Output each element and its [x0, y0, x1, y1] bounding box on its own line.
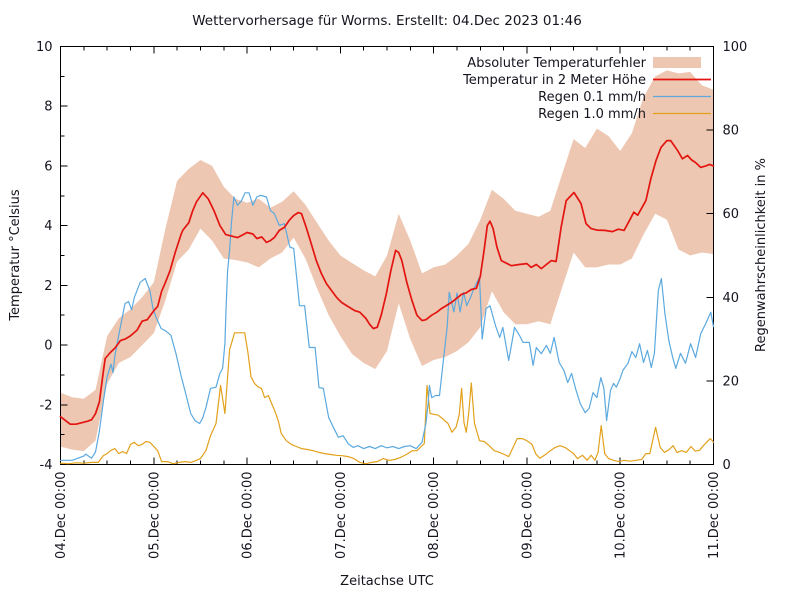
- y2-axis-tick-label: 100: [723, 40, 748, 55]
- y2-axis-tick-label: 80: [723, 124, 740, 139]
- y-axis-tick-label: -4: [40, 458, 53, 473]
- error-band-polygon: [60, 70, 714, 452]
- x-axis-tick-label: 05.Dec 00:00: [147, 472, 162, 559]
- chart-title: Wettervorhersage für Worms. Erstellt: 04…: [192, 13, 582, 29]
- legend-label-temperature: Temperatur in 2 Meter Höhe: [462, 73, 646, 88]
- chart-legend: Absoluter Temperaturfehler Temperatur in…: [462, 56, 711, 122]
- legend-swatch-error-band: [653, 57, 701, 68]
- legend-label-rain-10: Regen 1.0 mm/h: [538, 107, 646, 122]
- y-axis-label: Temperatur °Celsius: [8, 189, 23, 322]
- legend-label-rain-01: Regen 0.1 mm/h: [538, 90, 646, 105]
- rain-01-line: [59, 192, 715, 461]
- y-axis-tick-label: 2: [44, 279, 52, 294]
- legend-label-error-band: Absoluter Temperaturfehler: [467, 56, 646, 71]
- error-band-area: [60, 70, 714, 452]
- x-axis-tick-label: 04.Dec 00:00: [54, 472, 69, 559]
- temperature-line: [59, 139, 715, 426]
- y-axis-tick-label: 8: [44, 100, 52, 115]
- x-axis-tick-label: 10.Dec 00:00: [614, 472, 629, 559]
- y-axis-tick-label: 6: [44, 159, 52, 174]
- x-axis-tick-label: 11.Dec 00:00: [707, 472, 722, 559]
- y-axis-tick-label: 4: [44, 219, 52, 234]
- x-axis-label: Zeitachse UTC: [340, 574, 434, 589]
- y2-axis-tick-label: 0: [723, 458, 731, 473]
- y2-axis-tick-label: 60: [723, 207, 740, 222]
- y2-axis-tick-label: 20: [723, 374, 740, 389]
- x-axis-tick-label: 06.Dec 00:00: [241, 472, 256, 559]
- x-axis-tick-label: 09.Dec 00:00: [520, 472, 535, 559]
- rain-10-line: [59, 332, 715, 465]
- y-axis-tick-label: -2: [40, 398, 53, 413]
- x-axis-tick-label: 07.Dec 00:00: [334, 472, 349, 559]
- axes-and-ticks: 04.Dec 00:00 05.Dec 00:00 06.Dec 00:00 07.D…: [36, 40, 747, 559]
- data-series-lines: [59, 139, 715, 465]
- y-axis-tick-label: 10: [36, 40, 53, 55]
- x-axis-tick-label: 08.Dec 00:00: [427, 471, 442, 558]
- y2-axis-label: Regenwahrscheinlichkeit in %: [754, 158, 769, 352]
- y2-axis-tick-label: 40: [723, 291, 740, 306]
- y-axis-tick-label: 0: [44, 339, 52, 354]
